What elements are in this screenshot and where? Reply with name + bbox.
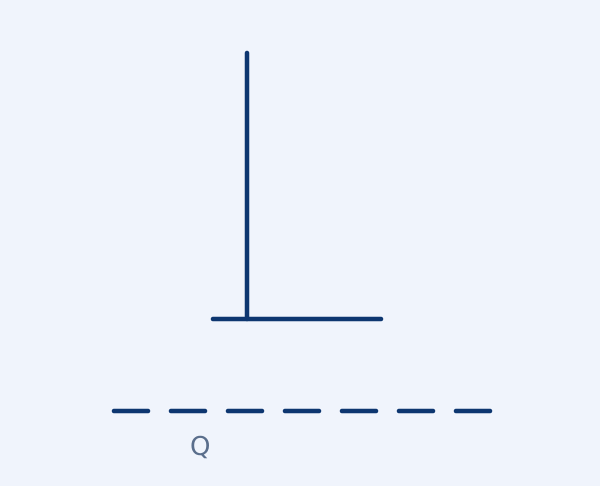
- line-label-q: Q: [190, 432, 211, 462]
